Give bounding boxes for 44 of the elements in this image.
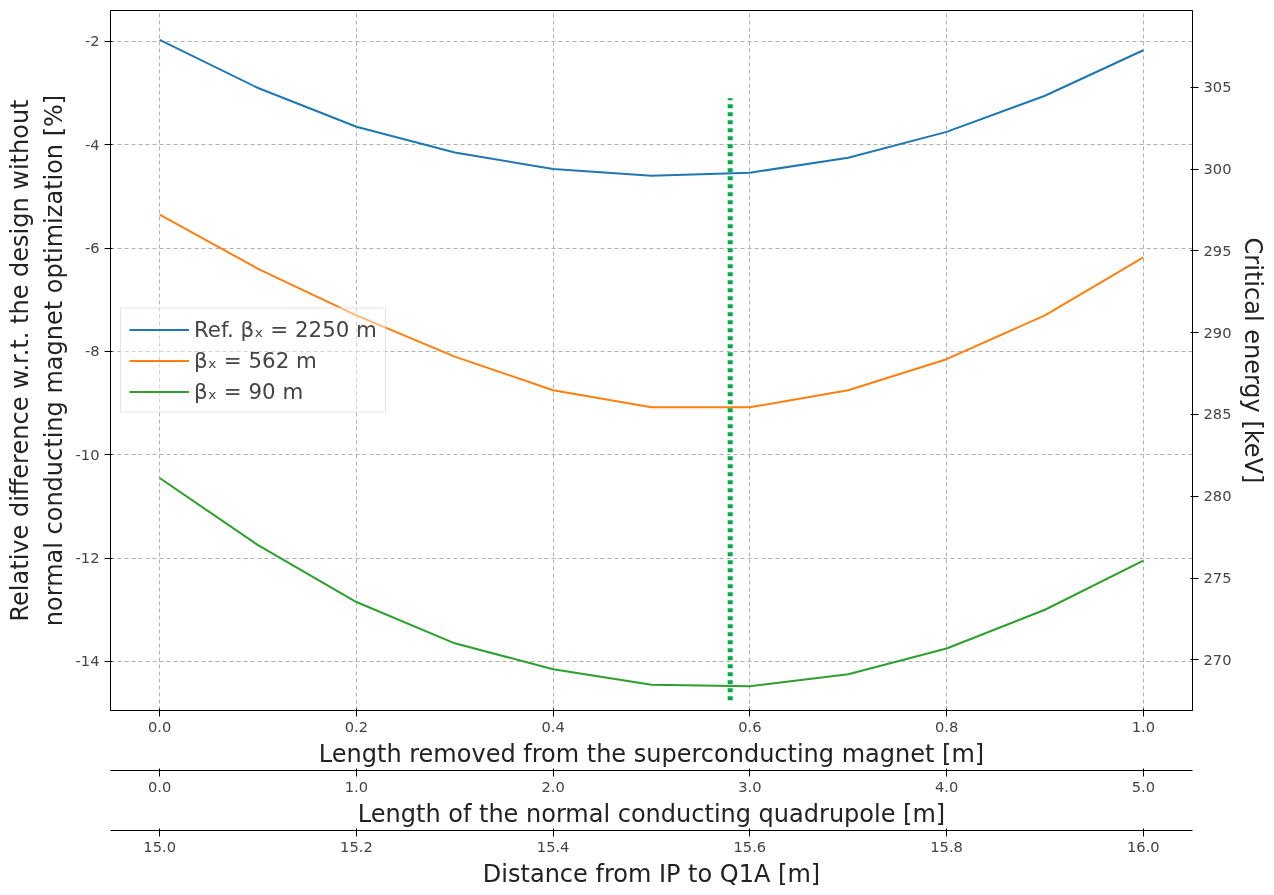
y2-tick-label: 300 [1203, 160, 1232, 178]
y2-tick-label: 270 [1203, 650, 1232, 668]
y-tick-label: -2 [84, 32, 100, 50]
y-tick-label: -14 [75, 652, 100, 670]
x-tick-label: 0.8 [934, 717, 959, 735]
y2-axis-title: Critical energy [keV] [1239, 237, 1268, 484]
x-axis-title: Length removed from the superconducting magnet [m] [318, 739, 985, 768]
y-axis-title: Relative difference w.r.t. the design without normal conducting magnet optimization [%] [5, 94, 68, 627]
y-tick-label: -12 [75, 549, 100, 567]
x2-axis-title: Length of the normal conducting quadrupole [m] [357, 799, 946, 828]
y2-tick-label: 305 [1203, 78, 1232, 96]
y2-tick-label: 290 [1203, 323, 1232, 341]
line-series [158, 477, 1145, 688]
line-series [158, 213, 1145, 409]
x2-tick-label: 5.0 [1131, 777, 1155, 795]
line-series [158, 38, 1145, 177]
legend-label: βₓ = 90 m [194, 378, 304, 404]
annotation: 15.6 [733, 837, 767, 855]
annotation: 15.4 [536, 837, 570, 855]
x-tick-label: 0.0 [148, 717, 172, 735]
x2-tick-label: 2.0 [541, 777, 565, 795]
y-tick-label: -4 [84, 135, 100, 153]
x2-tick-label: 4.0 [934, 777, 959, 795]
y2-tick-label: 275 [1203, 569, 1232, 587]
y2-tick-label: 285 [1203, 405, 1232, 423]
annotation: 15.2 [340, 837, 373, 855]
annotation: 15.0 [143, 837, 177, 855]
text: Distance from IP to Q1A [m] [482, 859, 821, 888]
x-tick-label: 1.0 [1131, 717, 1155, 735]
y2-tick-label: 295 [1203, 241, 1232, 259]
x-tick-label: 0.4 [541, 717, 565, 735]
annotation: 15.8 [930, 837, 963, 855]
x-tick-label: 0.2 [344, 717, 369, 735]
x2-tick-label: 3.0 [738, 777, 762, 795]
x-tick-label: 0.6 [738, 717, 762, 735]
legend-label: Ref. βₓ = 2250 m [194, 316, 377, 342]
x2-tick-label: 0.0 [148, 777, 172, 795]
y2-tick-label: 280 [1203, 487, 1232, 505]
y-tick-label: -6 [84, 239, 100, 257]
y-tick-label: -8 [84, 342, 100, 360]
x2-tick-label: 1.0 [344, 777, 369, 795]
y-tick-label: -10 [75, 445, 100, 463]
annotation: 16.0 [1127, 837, 1160, 855]
legend-label: βₓ = 562 m [194, 347, 317, 373]
